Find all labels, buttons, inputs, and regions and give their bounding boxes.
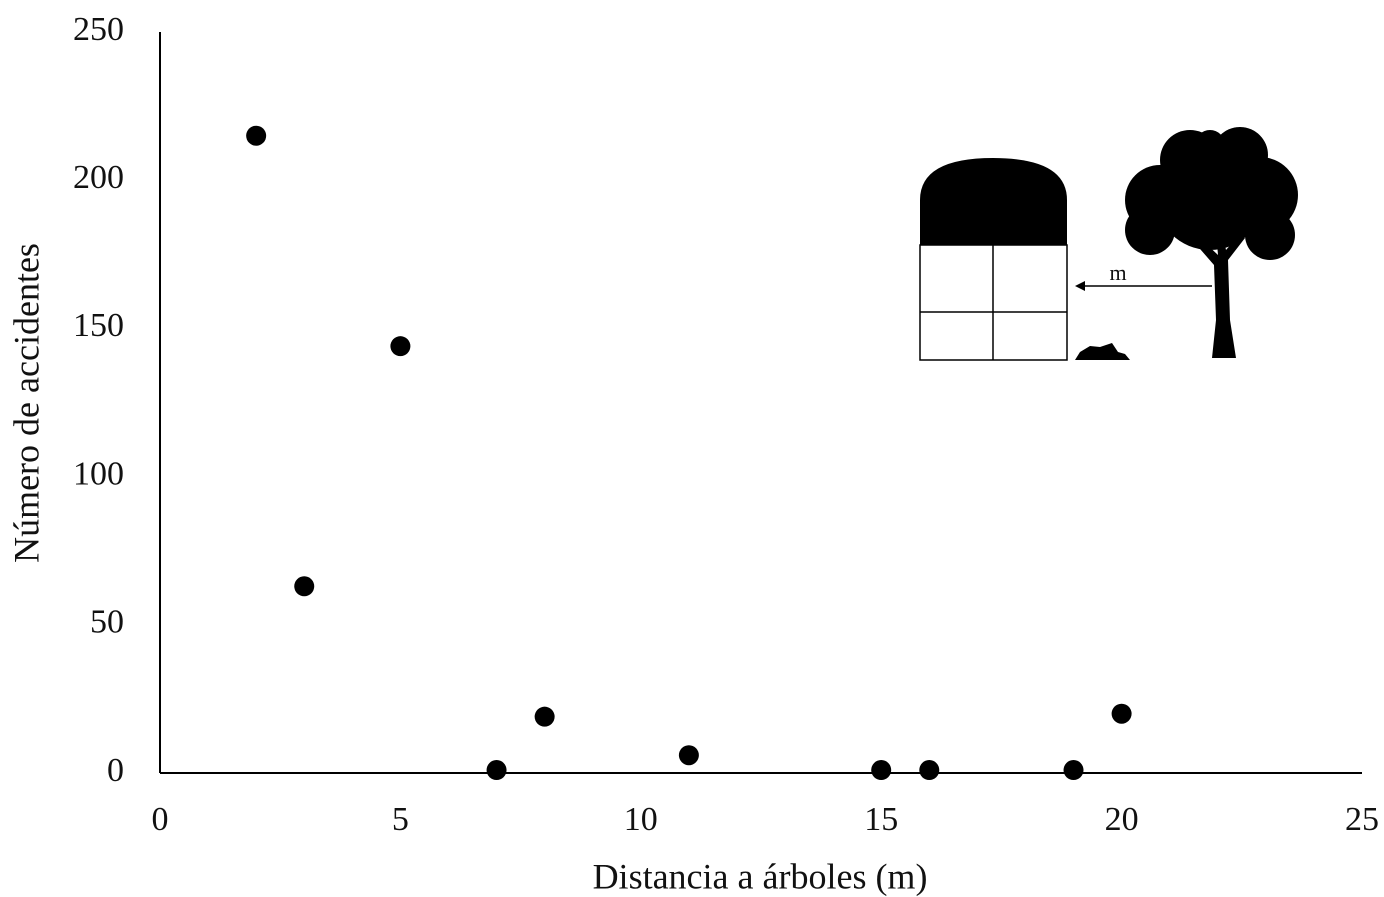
data-point (919, 760, 940, 781)
y-tick-label: 0 (107, 752, 124, 789)
x-tick-label: 15 (864, 801, 898, 838)
y-tick-label: 150 (73, 307, 124, 344)
data-point (1111, 703, 1132, 724)
arrow-head (1075, 281, 1085, 291)
data-point (246, 125, 267, 146)
y-tick-label: 50 (90, 604, 124, 641)
data-point (871, 760, 892, 781)
y-tick-label: 250 (73, 11, 124, 48)
x-tick-label: 20 (1105, 801, 1139, 838)
x-tick-label: 10 (624, 801, 658, 838)
tree-trunk (1194, 230, 1245, 358)
x-tick-label: 25 (1345, 801, 1379, 838)
x-tick-label: 5 (392, 801, 409, 838)
data-point (534, 706, 555, 727)
bird (1075, 343, 1130, 360)
y-tick-label: 200 (73, 159, 124, 196)
data-point (390, 336, 411, 357)
data-point (1063, 760, 1084, 781)
window-arch (920, 158, 1067, 245)
data-point (678, 745, 699, 766)
y-tick-label: 100 (73, 455, 124, 492)
data-point (294, 576, 315, 597)
data-point (486, 760, 507, 781)
annotation: m (1109, 260, 1126, 285)
y-axis-title: Número de accidentes (6, 243, 46, 563)
x-axis-title: Distancia a árboles (m) (593, 856, 928, 896)
inset-illustration: m (919, 127, 1298, 361)
x-tick-label: 0 (152, 801, 169, 838)
tree-crown (1125, 127, 1298, 260)
